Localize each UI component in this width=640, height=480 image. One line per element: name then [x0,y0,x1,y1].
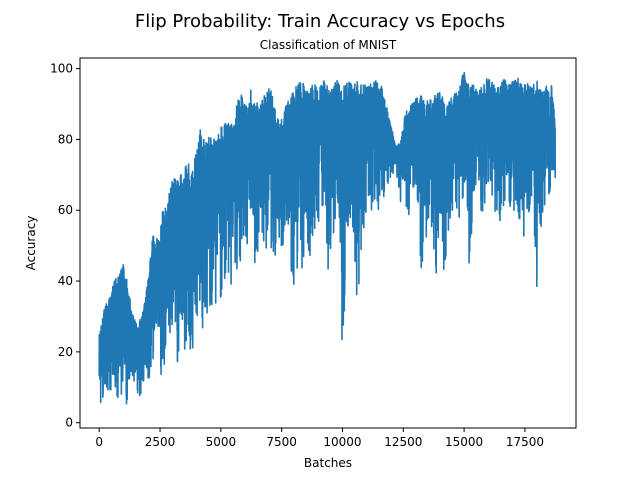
y-axis-ticks: 0 20 40 60 80 100 [50,62,80,430]
x-tick-label: 10000 [323,435,361,449]
x-tick-label: 17500 [506,435,544,449]
x-tick-label: 5000 [206,435,237,449]
y-tick-label: 100 [50,62,73,76]
y-tick-label: 80 [58,132,73,146]
x-tick-label: 15000 [445,435,483,449]
chart-subtitle: Classification of MNIST [260,38,397,52]
x-axis-label: Batches [304,456,352,470]
axes-frame [79,57,577,429]
y-tick-label: 60 [58,203,73,217]
chart-title: Flip Probability: Train Accuracy vs Epoc… [135,11,505,32]
x-tick-label: 7500 [266,435,297,449]
y-tick-label: 40 [58,274,73,288]
y-axis-label: Accuracy [24,216,38,271]
plot-area [79,57,577,429]
x-tick-label: 2500 [145,435,176,449]
x-tick-label: 12500 [384,435,422,449]
x-axis-ticks: 0 2500 5000 7500 10000 12500 15000 17500 [95,428,544,449]
y-tick-label: 0 [65,416,73,430]
series-line-train-accuracy [98,71,557,405]
series-layer [98,71,557,405]
x-tick-label: 0 [95,435,103,449]
y-tick-label: 20 [58,345,73,359]
